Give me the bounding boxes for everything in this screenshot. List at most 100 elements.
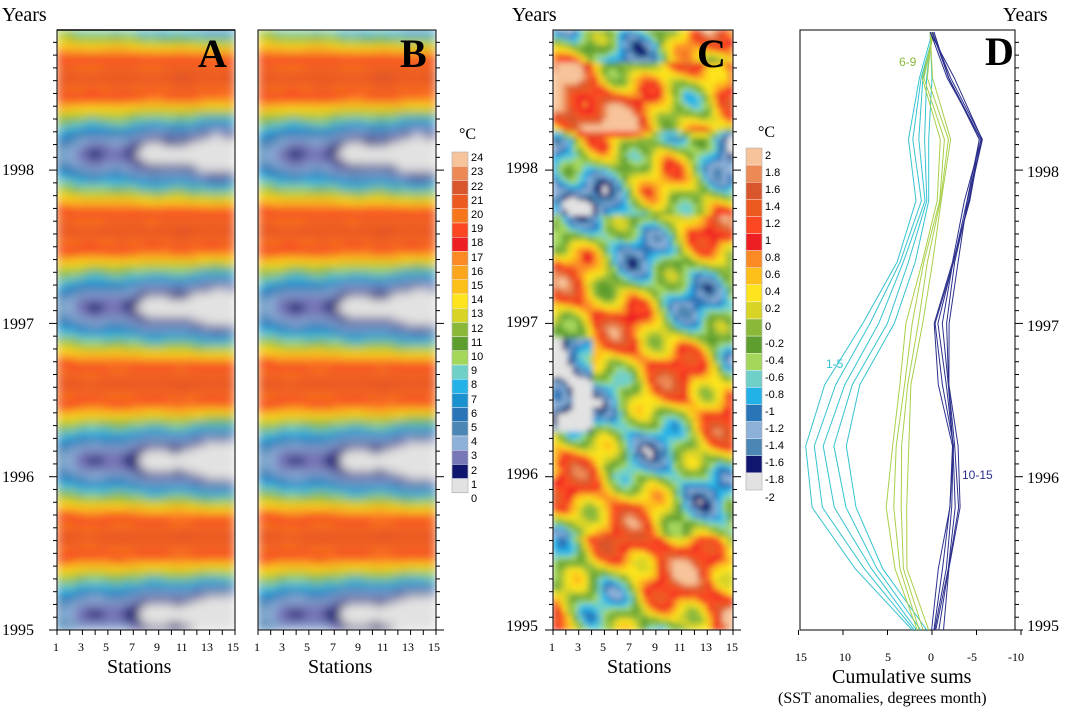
- cb-temp-cell-4: [451, 208, 469, 224]
- colorbar-temp-unit: °C: [459, 126, 477, 143]
- station-tick-b-9: 9: [355, 640, 361, 654]
- annotation-6-9: 6-9: [899, 55, 917, 69]
- cb-anom-label-19: -1.8: [765, 474, 784, 487]
- colorbar-temperature: [451, 151, 469, 494]
- panel-letter-b: B: [400, 31, 427, 76]
- cb-temp-cell-10: [451, 293, 469, 309]
- station-tick-a-11: 11: [176, 640, 188, 654]
- d-xtick-5: 5: [885, 650, 891, 664]
- xlabel-c: Stations: [607, 656, 672, 678]
- station-tick-b-3: 3: [279, 640, 285, 654]
- panel-letter-d: D: [985, 29, 1014, 74]
- station-tick-c-5: 5: [600, 640, 606, 654]
- cb-anom-cell-5: [745, 233, 763, 251]
- year-tick-c-1998: 1998: [506, 160, 538, 177]
- cb-anom-label-17: -1.4: [765, 440, 784, 453]
- cb-temp-cell-2: [451, 180, 469, 195]
- year-tick-d-1998: 1998: [1027, 164, 1059, 181]
- cb-temp-label-12: 12: [471, 322, 484, 335]
- station-tick-b-5: 5: [304, 640, 310, 654]
- cb-anom-label-6: 0.8: [765, 252, 781, 265]
- cb-temp-label-11: 13: [471, 308, 484, 321]
- line-6-9-1: [900, 32, 949, 631]
- cb-temp-cell-6: [451, 236, 469, 252]
- cb-temp-label-13: 11: [471, 336, 483, 349]
- cb-anom-cell-8: [745, 284, 763, 303]
- line-10-15-0: [929, 31, 983, 631]
- cb-anom-label-12: -0.4: [765, 354, 784, 367]
- cb-temp-label-14: 10: [471, 350, 484, 363]
- cb-temp-label-18: 6: [471, 407, 478, 420]
- cb-temp-cell-18: [451, 407, 469, 423]
- station-tick-a-7: 7: [129, 640, 135, 654]
- cb-temp-cell-12: [451, 322, 469, 337]
- cb-anom-cell-7: [745, 267, 763, 286]
- year-tick-c-1996: 1996: [506, 466, 538, 483]
- cb-anom-cell-4: [745, 216, 763, 234]
- cb-anom-label-8: 0.4: [765, 286, 781, 299]
- axes-layer: [49, 29, 1023, 635]
- frame-d: [799, 29, 1016, 631]
- year-tick-a-1997: 1997: [2, 316, 34, 333]
- cb-anom-cell-1: [745, 164, 763, 183]
- cb-temp-label-15: 9: [471, 365, 478, 378]
- cb-temp-cell-14: [451, 350, 469, 366]
- line-1-5-3: [813, 31, 935, 631]
- heatmap-a: [57, 30, 235, 630]
- colorbar-anom-unit: °C: [758, 124, 776, 141]
- years-label-c: Years: [512, 4, 557, 26]
- cb-anom-label-13: -0.6: [765, 371, 784, 384]
- cb-temp-cell-16: [451, 379, 469, 394]
- d-xtick-0: 0: [928, 650, 934, 664]
- cb-anom-cell-11: [745, 335, 763, 354]
- station-tick-c-3: 3: [575, 640, 581, 654]
- cb-anom-cell-0: [745, 147, 763, 166]
- cb-anom-label-15: -1: [765, 406, 775, 419]
- cb-anom-cell-9: [745, 301, 763, 320]
- cb-temp-cell-21: [451, 450, 469, 465]
- cb-anom-label-3: 1.4: [765, 200, 781, 213]
- annotation-1-5: 1-5: [826, 357, 844, 371]
- station-tick-a-15: 15: [227, 640, 239, 654]
- cb-anom-cell-16: [745, 421, 763, 439]
- cb-temp-label-24: 0: [471, 492, 478, 505]
- line-6-9-2: [893, 31, 945, 631]
- station-tick-c-9: 9: [652, 640, 658, 654]
- cb-temp-cell-5: [451, 222, 469, 238]
- year-tick-a-1995: 1995: [2, 622, 34, 639]
- cb-anom-cell-18: [745, 455, 763, 474]
- year-tick-d-1995: 1995: [1027, 618, 1059, 635]
- xlabel-d: Cumulative sums: [832, 666, 972, 688]
- cb-anom-cell-17: [745, 438, 763, 457]
- cb-anom-label-1: 1.8: [765, 166, 781, 179]
- years-label-a: Years: [2, 4, 47, 26]
- line-10-15-1: [931, 31, 983, 631]
- cb-temp-cell-8: [451, 265, 469, 281]
- station-tick-c-15: 15: [726, 640, 738, 654]
- cb-temp-label-4: 20: [471, 208, 484, 221]
- heatmap-b: [258, 30, 436, 630]
- xlabel-d-sub: (SST anomalies, degrees month): [778, 690, 987, 707]
- cb-anom-cell-14: [745, 387, 763, 405]
- cb-temp-cell-19: [451, 421, 469, 437]
- cb-temp-label-8: 16: [471, 265, 484, 278]
- cb-anom-label-9: 0.2: [765, 303, 781, 316]
- cb-temp-cell-9: [451, 279, 469, 295]
- station-tick-a-5: 5: [103, 640, 109, 654]
- cb-temp-label-16: 8: [471, 379, 478, 392]
- cb-anom-label-20: -2: [765, 491, 775, 504]
- cb-temp-label-0: 24: [471, 152, 484, 165]
- cb-temp-cell-15: [451, 364, 469, 380]
- cb-temp-cell-0: [451, 151, 469, 167]
- cb-anom-label-14: -0.8: [765, 388, 784, 401]
- year-tick-a-1998: 1998: [2, 162, 34, 179]
- line-6-9-3: [885, 31, 941, 631]
- cb-anom-label-2: 1.6: [765, 183, 781, 196]
- cb-temp-label-23: 1: [471, 478, 478, 491]
- cb-anom-label-5: 1: [765, 235, 772, 248]
- line-1-5-0: [845, 32, 933, 631]
- line-1-5-2: [822, 31, 935, 631]
- cb-temp-cell-17: [451, 393, 469, 408]
- year-tick-c-1995: 1995: [506, 618, 538, 635]
- cb-anom-label-11: -0.2: [765, 337, 784, 350]
